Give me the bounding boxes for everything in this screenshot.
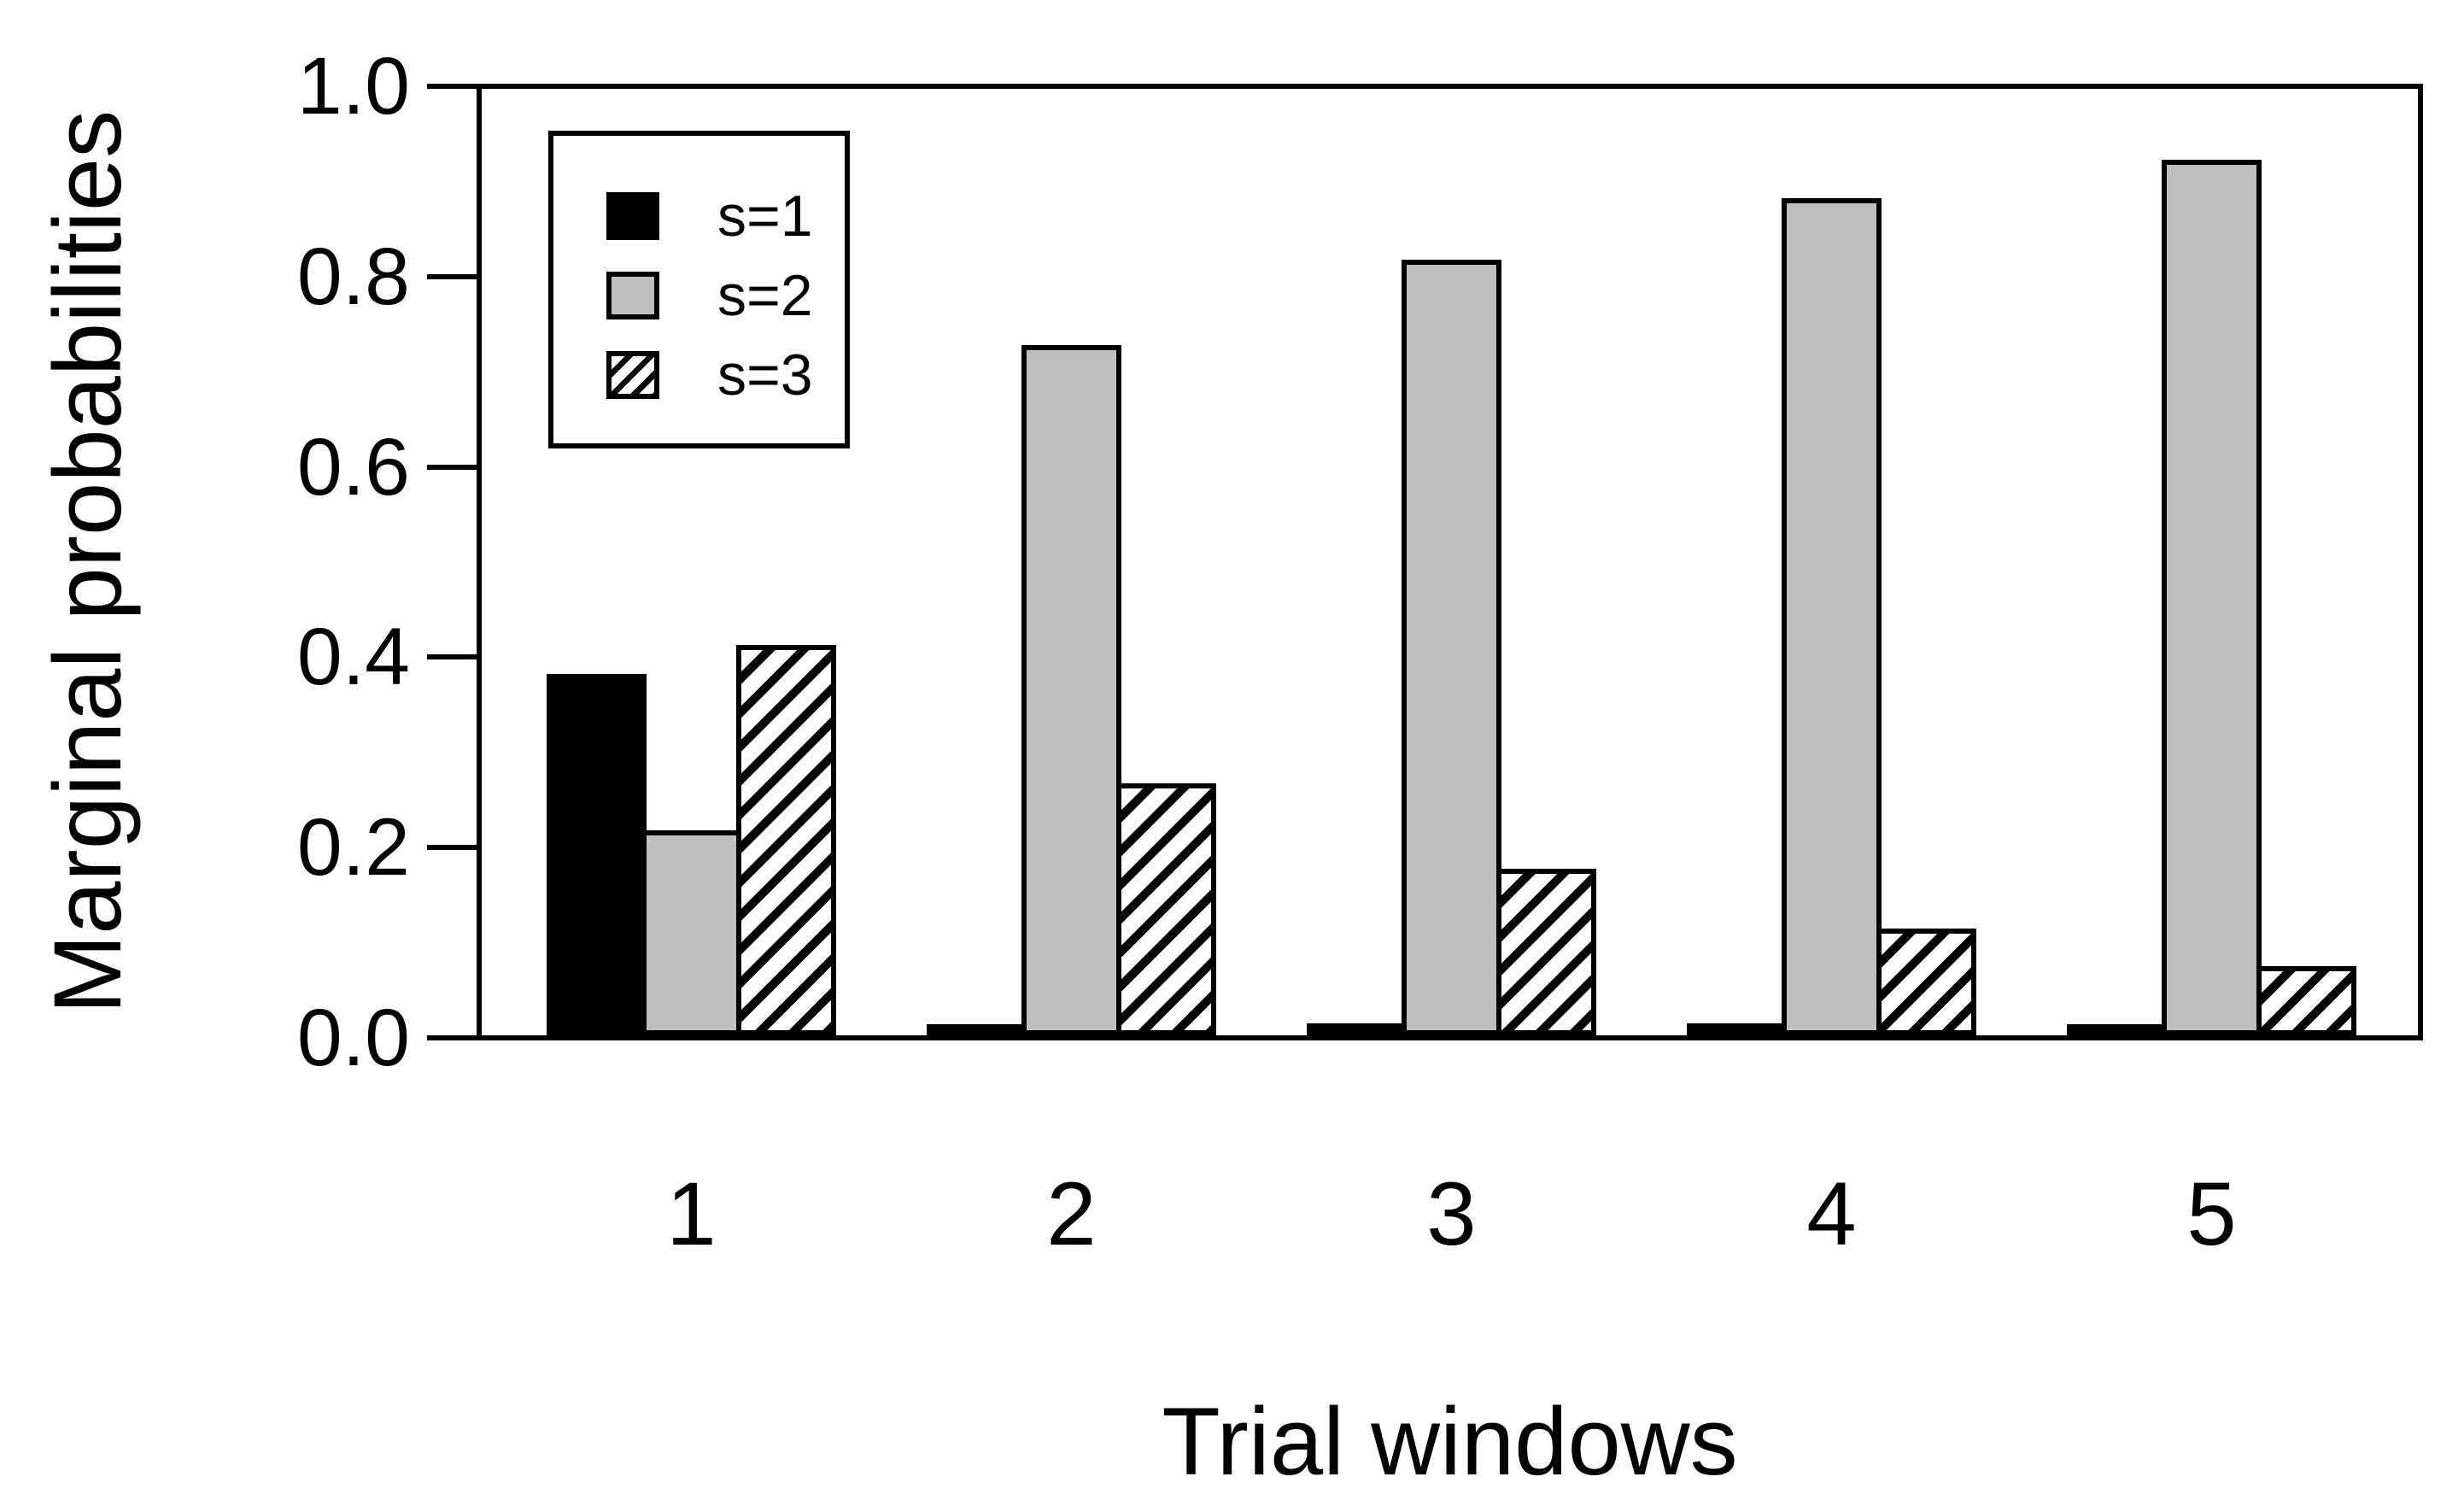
y-tick-label-0.0: 0.0: [296, 993, 410, 1083]
legend-swatch-s3-icon: [606, 351, 659, 399]
bar-s3-group-3: [1496, 869, 1596, 1035]
bar-s3-group-5: [2256, 966, 2356, 1035]
bar-s1-group-5: [2067, 1024, 2167, 1035]
x-tick-label-1: 1: [666, 1164, 717, 1264]
y-tick-0.4: [427, 654, 477, 660]
bar-s1-group-4: [1687, 1023, 1787, 1035]
y-tick-0.6: [427, 464, 477, 470]
y-tick-0.2: [427, 845, 477, 851]
bar-s2-group-4: [1782, 198, 1882, 1035]
bar-s2-group-5: [2162, 160, 2262, 1035]
y-tick-1.0: [427, 84, 477, 89]
y-axis-title: Marginal probabilities: [34, 109, 141, 1015]
legend: s=1 s=2 s=3: [548, 131, 850, 448]
bar-s3-group-1: [736, 645, 836, 1035]
y-tick-label-0.4: 0.4: [296, 612, 410, 703]
bar-s2-group-2: [1021, 345, 1121, 1035]
bar-s2-group-3: [1402, 260, 1501, 1035]
bar-s1-group-2: [927, 1024, 1027, 1035]
x-tick-label-2: 2: [1046, 1164, 1097, 1264]
bar-s3-group-4: [1876, 929, 1976, 1035]
y-tick-label-0.8: 0.8: [296, 231, 410, 322]
y-tick-0.8: [427, 273, 477, 279]
bar-s1-group-1: [547, 674, 647, 1035]
x-tick-label-5: 5: [2186, 1164, 2237, 1264]
y-tick-label-0.6: 0.6: [296, 421, 410, 513]
legend-item-s2: s=2: [553, 263, 845, 328]
y-tick-0.0: [427, 1035, 477, 1040]
x-tick-label-3: 3: [1426, 1164, 1477, 1264]
x-axis-title: Trial windows: [1162, 1388, 1738, 1495]
legend-item-s3: s=3: [553, 343, 845, 407]
bar-s2-group-1: [641, 830, 741, 1035]
legend-label-s2: s=2: [717, 263, 813, 328]
legend-item-s1: s=1: [553, 184, 845, 249]
legend-swatch-s1-icon: [606, 192, 659, 240]
legend-label-s3: s=3: [717, 343, 813, 407]
bar-s3-group-2: [1116, 783, 1216, 1035]
y-tick-label-0.2: 0.2: [296, 802, 410, 894]
legend-swatch-s2-icon: [606, 272, 659, 319]
bar-s1-group-3: [1307, 1023, 1407, 1035]
legend-label-s1: s=1: [717, 184, 813, 249]
y-tick-label-1.0: 1.0: [296, 41, 410, 132]
x-tick-label-4: 4: [1806, 1164, 1857, 1264]
